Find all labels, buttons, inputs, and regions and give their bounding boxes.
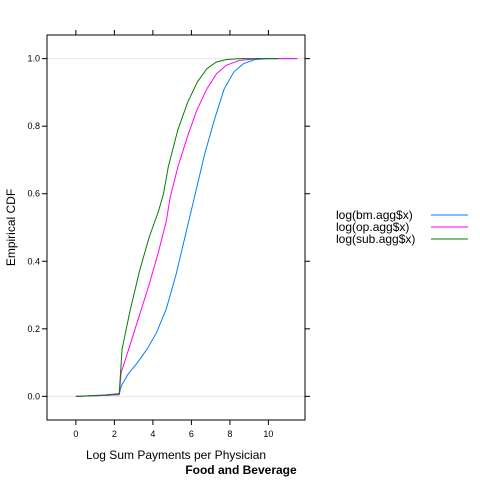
y-tick-label-5: 1.0 bbox=[27, 54, 40, 64]
x-axis: 0 2 4 6 8 10 bbox=[73, 30, 273, 439]
y-tick-label-4: 0.8 bbox=[27, 121, 40, 131]
y-tick-label-0: 0.0 bbox=[27, 391, 40, 401]
plot-panel-frame bbox=[46, 34, 306, 421]
x-tick-label-1: 2 bbox=[112, 429, 117, 439]
series-line-2 bbox=[75, 58, 279, 397]
y-axis-label: Empirical CDF bbox=[4, 189, 18, 266]
y-axis: 0.0 0.2 0.4 0.6 0.8 1.0 bbox=[27, 54, 310, 401]
y-tick-label-2: 0.4 bbox=[27, 256, 40, 266]
series-line-0 bbox=[75, 58, 298, 397]
legend: log(bm.agg$x)log(op.agg$x)log(sub.agg$x) bbox=[336, 208, 468, 246]
x-tick-label-5: 10 bbox=[263, 429, 273, 439]
x-tick-label-4: 8 bbox=[227, 429, 232, 439]
series-line-1 bbox=[75, 58, 298, 397]
x-tick-label-2: 4 bbox=[150, 429, 155, 439]
x-tick-label-3: 6 bbox=[189, 429, 194, 439]
legend-label-2: log(sub.agg$x) bbox=[336, 232, 415, 246]
y-tick-label-3: 0.6 bbox=[27, 189, 40, 199]
y-tick-label-1: 0.2 bbox=[27, 324, 40, 334]
panel-subtitle: Food and Beverage bbox=[185, 463, 297, 477]
series-curves bbox=[75, 58, 298, 397]
reference-lines bbox=[47, 58, 305, 397]
x-axis-label: Log Sum Payments per Physician bbox=[86, 448, 266, 462]
legend-label-1: log(op.agg$x) bbox=[336, 220, 409, 234]
legend-label-0: log(bm.agg$x) bbox=[336, 208, 413, 222]
x-tick-label-0: 0 bbox=[73, 429, 78, 439]
